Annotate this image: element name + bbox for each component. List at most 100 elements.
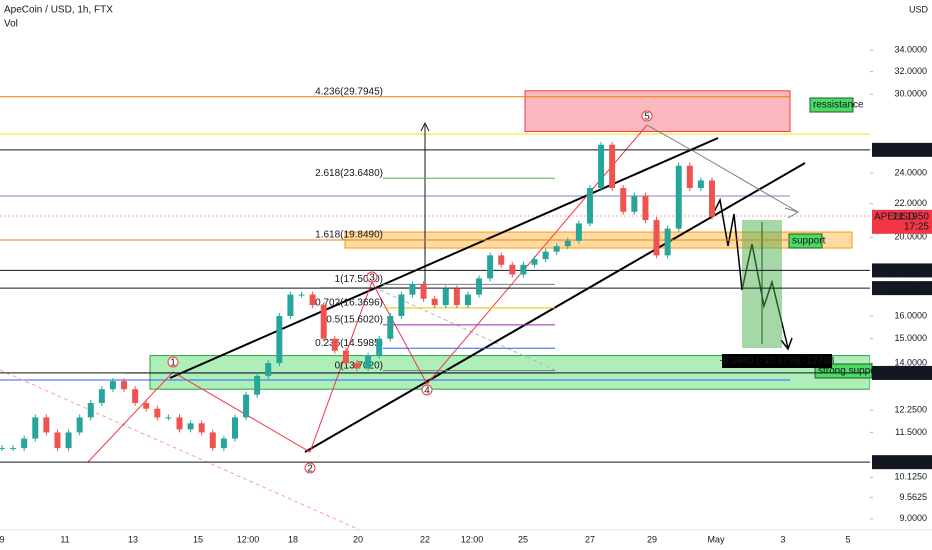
y-tick-label: 15.0000 [894,333,927,343]
x-tick-label: 18 [288,534,298,544]
x-tick-label: 3 [780,534,785,544]
candle-body [342,350,349,364]
current-price-tag [872,209,932,234]
candle-body [21,438,28,449]
candle-body [287,294,294,316]
x-tick-label: 29 [647,534,657,544]
candle-body [354,363,360,369]
candle-body [198,423,205,433]
candle-body [409,284,416,295]
candle-body [442,288,449,306]
candle-body [331,338,338,351]
price-tag-label: 17.3150 [884,283,921,294]
candle-body [709,180,715,217]
candle-body [653,220,660,256]
candle-body [109,381,116,390]
candle-body [121,381,128,390]
candle-body [453,288,460,306]
zone-label: strong support [818,366,882,377]
price-tag [872,142,932,157]
candle-body [586,188,593,224]
y-tick-label: 34.0000 [894,45,927,55]
candle-body [154,408,161,418]
candle-body [675,165,682,229]
candle-body [187,423,194,430]
candle-body [564,240,571,247]
candle-body [76,417,83,433]
zone-label: support [792,236,826,247]
projection [646,124,799,213]
candle-body [620,188,627,212]
candle-body [520,264,527,275]
price-tag [872,281,932,296]
candle-body [598,144,605,189]
candle-body [642,195,649,221]
x-tick-label: 15 [193,534,203,544]
candle-body [298,294,305,296]
candle-body [265,363,272,376]
wave-marker [167,356,179,368]
candle-body [10,448,17,450]
current-price-label: 21.1950 [893,211,930,222]
fib-label: 0.702(16.3696) [315,298,383,309]
y-tick-label: 16.0000 [894,310,927,320]
symbol-title: ApeCoin / USD, 1h, FTX [4,5,113,16]
wave-marker [421,384,433,396]
y-tick-label: 9.0000 [899,513,927,523]
y-tick-label: 24.0000 [894,167,927,177]
zone-label: ressistance [813,100,864,111]
zone-label-box [809,97,854,113]
price-tag-label: 25.6280 [884,144,921,155]
wave-marker [641,110,653,122]
candle-body [553,246,560,252]
candle-body [98,389,105,404]
y-tick-label: 20.0000 [894,232,927,242]
candle-body [575,223,582,241]
price-tag [872,455,932,470]
y-tick-label: 12.2500 [894,405,927,415]
currency-label: USD [909,4,929,14]
x-tick-label: 5 [845,534,850,544]
y-tick-label: 30.0000 [894,89,927,99]
measure-label: -6.3940 (-30.47%) -12788 [720,356,835,367]
fib-label: 2.618(23.6480) [315,168,383,179]
candle-body [176,417,183,430]
candle-body [231,417,238,439]
candle-body [32,417,39,439]
zone [524,90,791,132]
x-tick-label: 12:00 [237,534,260,544]
candle-body [509,264,516,275]
candle-body [487,255,494,279]
candle-body [697,180,704,189]
candle-body [431,298,438,306]
candle-body [531,259,538,265]
candle-body [464,294,471,306]
candle-body [420,284,427,299]
candle-body [686,165,693,189]
candle-body [220,438,227,449]
countdown: 17:25 [904,221,929,232]
y-tick-label: 10.1250 [894,472,927,482]
zone-label-box [788,233,823,249]
candle-body [276,315,283,364]
x-tick-label: 9 [0,534,5,544]
x-tick-label: 13 [128,534,138,544]
y-tick-label: 14.0000 [894,357,927,367]
fib-label: 0.5(15.6020) [326,314,383,325]
x-tick-label: 25 [518,534,528,544]
candle-body [498,255,505,265]
x-tick-label: 11 [60,534,69,544]
fib-label: 1.618(19.8490) [315,230,383,241]
channel-upper [169,137,719,379]
x-tick-label: 20 [353,534,363,544]
candle-body [376,338,383,356]
price-tag-label: 10.5700 [884,457,921,468]
candle-body [43,417,50,433]
candle-body [0,448,5,450]
candle-body [143,403,150,409]
wave-label: 4 [424,386,430,397]
arrow-head [420,121,430,132]
arrow-head [784,207,800,219]
